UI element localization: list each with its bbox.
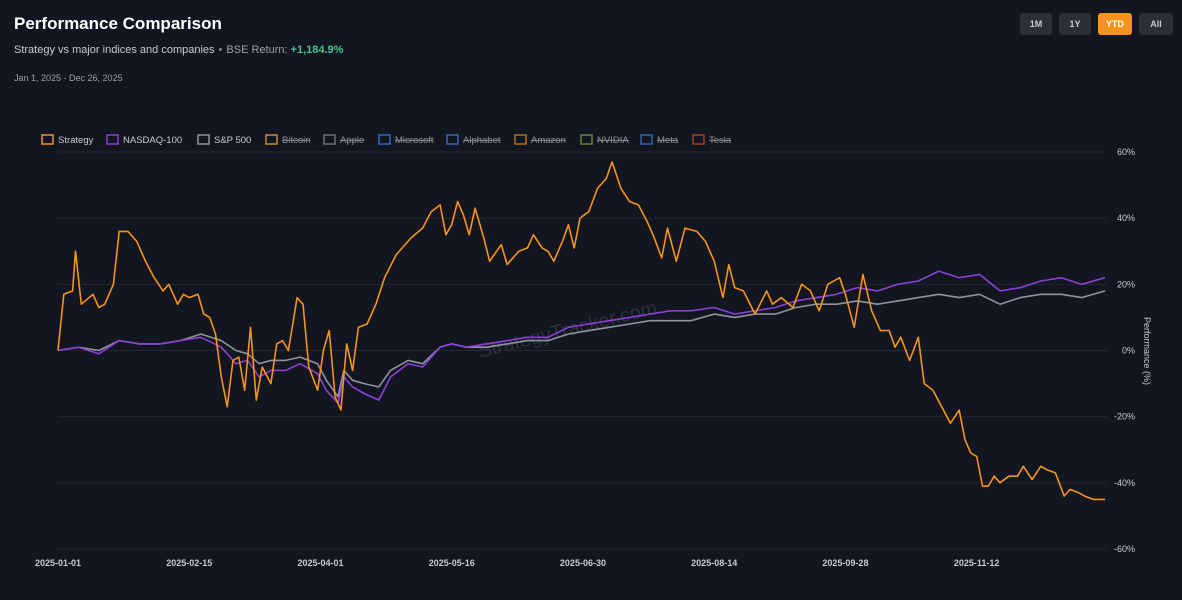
legend-item-strategy[interactable]: Strategy: [41, 134, 94, 146]
legend-item-meta[interactable]: Meta: [640, 134, 679, 146]
legend-swatch: [378, 134, 391, 145]
legend-item-microsoft[interactable]: Microsoft: [378, 134, 434, 146]
legend-label: NASDAQ-100: [123, 135, 182, 146]
y-axis-title: Performance (%): [1142, 317, 1152, 385]
y-tick-label: -20%: [1114, 412, 1135, 422]
legend-label: Amazon: [531, 135, 566, 146]
legend-swatch: [265, 134, 278, 145]
y-tick-label: 60%: [1117, 147, 1135, 157]
range-selector: 1M 1Y YTD All: [1020, 13, 1173, 35]
legend-item-s-p-500[interactable]: S&P 500: [197, 134, 251, 146]
y-tick-label: 40%: [1117, 213, 1135, 223]
return-value: +1,184.9%: [290, 44, 344, 56]
x-tick-label: 2025-05-16: [429, 558, 475, 568]
x-tick-label: 2025-01-01: [35, 558, 81, 568]
x-tick-label: 2025-08-14: [691, 558, 737, 568]
legend-swatch: [106, 134, 119, 145]
legend-item-nasdaq-100[interactable]: NASDAQ-100: [106, 134, 182, 146]
legend-swatch: [514, 134, 527, 145]
legend-item-alphabet[interactable]: Alphabet: [446, 134, 501, 146]
range-button-1m[interactable]: 1M: [1020, 13, 1052, 35]
legend-swatch: [446, 134, 459, 145]
y-tick-label: 0%: [1122, 346, 1135, 356]
legend-swatch: [197, 134, 210, 145]
x-tick-label: 2025-02-15: [166, 558, 212, 568]
legend-label: Strategy: [58, 135, 94, 146]
legend-label: Alphabet: [463, 135, 501, 146]
x-tick-label: 2025-11-12: [954, 558, 1000, 568]
x-tick-label: 2025-09-28: [822, 558, 868, 568]
legend-swatch: [640, 134, 653, 145]
range-button-ytd[interactable]: YTD: [1098, 13, 1132, 35]
y-tick-label: 20%: [1117, 279, 1135, 289]
legend-label: Bitcoin: [282, 135, 311, 146]
range-button-all[interactable]: All: [1139, 13, 1173, 35]
legend-swatch: [692, 134, 705, 145]
range-button-1y[interactable]: 1Y: [1059, 13, 1091, 35]
legend-label: Apple: [340, 135, 364, 146]
legend-label: NVIDIA: [597, 135, 629, 146]
legend-item-tesla[interactable]: Tesla: [692, 134, 732, 146]
subtitle-text: Strategy vs major indices and companies: [14, 44, 215, 56]
y-tick-label: -60%: [1114, 544, 1135, 554]
legend-item-bitcoin[interactable]: Bitcoin: [265, 134, 311, 146]
legend-label: Microsoft: [395, 135, 434, 146]
date-range: Jan 1, 2025 - Dec 26, 2025: [14, 73, 123, 83]
return-label: BSE Return:: [226, 44, 288, 56]
y-tick-label: -40%: [1114, 478, 1135, 488]
watermark: StrategyTracker.com: [476, 297, 660, 363]
legend-item-nvidia[interactable]: NVIDIA: [580, 134, 629, 146]
series-line-nasdaq-100: [57, 270, 1106, 405]
series-line-s-p-500: [57, 290, 1106, 398]
separator-dot: •: [218, 44, 223, 56]
legend-item-amazon[interactable]: Amazon: [514, 134, 566, 146]
legend-swatch: [580, 134, 593, 145]
legend-swatch: [323, 134, 336, 145]
page-title: Performance Comparison: [14, 14, 222, 33]
x-tick-label: 2025-04-01: [297, 558, 343, 568]
legend-item-apple[interactable]: Apple: [323, 134, 364, 146]
subtitle: Strategy vs major indices and companies •…: [14, 44, 343, 56]
legend-label: Tesla: [709, 135, 732, 146]
legend-swatch: [41, 134, 54, 145]
legend-label: Meta: [657, 135, 679, 146]
x-tick-label: 2025-06-30: [560, 558, 606, 568]
series-line-strategy: [57, 161, 1105, 501]
legend-label: S&P 500: [214, 135, 251, 146]
